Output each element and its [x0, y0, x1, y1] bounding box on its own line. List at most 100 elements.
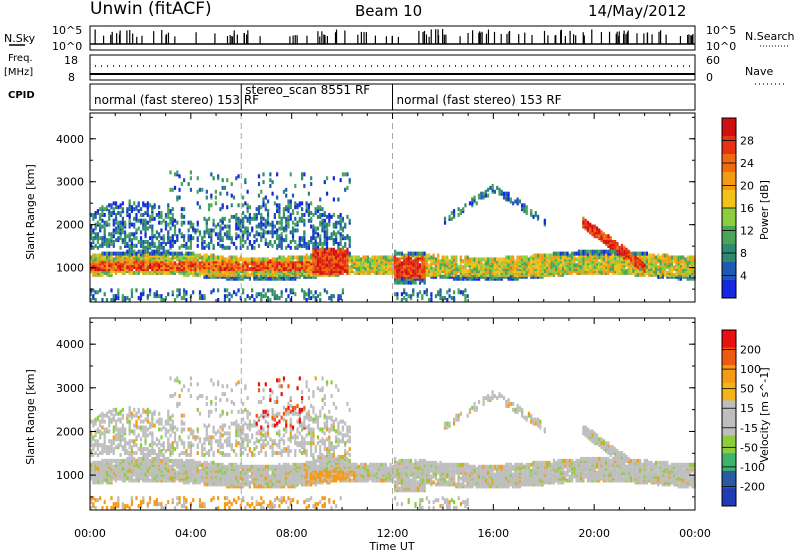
heatmap-cell: [256, 213, 258, 217]
heatmap-cell: [154, 441, 156, 445]
heatmap-cell: [106, 449, 108, 453]
heatmap-cell: [324, 180, 326, 184]
heatmap-cell: [299, 275, 301, 279]
heatmap-cell: [315, 211, 317, 215]
heatmap-cell: [650, 271, 652, 275]
heatmap-cell: [526, 271, 528, 275]
heatmap-cell: [163, 250, 165, 254]
heatmap-cell: [301, 201, 303, 205]
heatmap-cell: [104, 221, 106, 225]
heatmap-cell: [610, 236, 612, 240]
heatmap-cell: [324, 225, 326, 229]
heatmap-cell: [149, 449, 151, 453]
heatmap-cell: [294, 261, 296, 265]
heatmap-cell: [101, 506, 103, 510]
heatmap-cell: [378, 271, 380, 275]
heatmap-cell: [228, 246, 230, 250]
heatmap-cell: [414, 261, 416, 265]
heatmap-cell: [244, 298, 246, 302]
heatmap-cell: [587, 271, 589, 275]
heatmap-cell: [110, 449, 112, 453]
heatmap-cell: [294, 223, 296, 227]
heatmap-cell: [131, 223, 133, 227]
heatmap-cell: [228, 298, 230, 302]
heatmap-cell: [113, 244, 115, 248]
heatmap-cell: [160, 242, 162, 246]
heatmap-cell: [108, 203, 110, 207]
heatmap-cell: [208, 246, 210, 250]
heatmap-cell: [106, 459, 108, 463]
heatmap-cell: [163, 219, 165, 223]
heatmap-cell: [237, 203, 239, 207]
heatmap-cell: [303, 172, 305, 176]
heatmap-cell: [165, 263, 167, 267]
heatmap-cell: [319, 248, 321, 252]
heatmap-cell: [183, 178, 185, 182]
heatmap-cell: [131, 416, 133, 420]
heatmap-cell: [183, 254, 185, 258]
heatmap-cell: [213, 223, 215, 227]
heatmap-cell: [605, 254, 607, 258]
heatmap-cell: [591, 250, 593, 254]
heatmap-cell: [140, 236, 142, 240]
heatmap-cell: [247, 294, 249, 298]
heatmap-cell: [122, 427, 124, 431]
heatmap-cell: [210, 238, 212, 242]
heatmap-cell: [99, 217, 101, 221]
heatmap-cell: [149, 459, 151, 463]
heatmap-cell: [122, 459, 124, 463]
heatmap-cell: [97, 240, 99, 244]
heatmap-cell: [321, 225, 323, 229]
heatmap-cell: [678, 265, 680, 269]
heatmap-cell: [346, 186, 348, 190]
heatmap-cell: [625, 261, 627, 265]
heatmap-cell: [464, 269, 466, 273]
heatmap-cell: [172, 207, 174, 211]
heatmap-cell: [133, 244, 135, 248]
heatmap-cell: [453, 213, 455, 217]
heatmap-cell: [165, 271, 167, 275]
heatmap-cell: [197, 176, 199, 180]
heatmap-cell: [129, 475, 131, 479]
heatmap-cell: [144, 250, 146, 254]
heatmap-cell: [99, 429, 101, 433]
heatmap-cell: [267, 242, 269, 246]
heatmap-cell: [95, 244, 97, 248]
heatmap-cell: [501, 267, 503, 271]
heatmap-cell: [330, 232, 332, 236]
heatmap-cell: [144, 203, 146, 207]
heatmap-cell: [614, 250, 616, 254]
heatmap-cell: [115, 217, 117, 221]
heatmap-cell: [657, 275, 659, 279]
heatmap-cell: [478, 257, 480, 261]
heatmap-cell: [217, 236, 219, 240]
heatmap-cell: [394, 250, 396, 254]
heatmap-cell: [308, 292, 310, 296]
heatmap-cell: [514, 277, 516, 281]
heatmap-cell: [333, 257, 335, 261]
heatmap-cell: [376, 255, 378, 259]
heatmap-cell: [285, 238, 287, 242]
heatmap-cell: [272, 292, 274, 296]
heatmap-cell: [460, 209, 462, 213]
heatmap-cell: [317, 255, 319, 259]
heatmap-cell: [92, 435, 94, 439]
heatmap-cell: [324, 248, 326, 252]
heatmap-cell: [117, 288, 119, 292]
heatmap-cell: [342, 217, 344, 221]
heatmap-cell: [673, 255, 675, 259]
heatmap-cell: [292, 269, 294, 273]
heatmap-cell: [99, 443, 101, 447]
heatmap-cell: [122, 207, 124, 211]
heatmap-cell: [172, 234, 174, 238]
heatmap-cell: [181, 252, 183, 256]
heatmap-cell: [535, 254, 537, 258]
heatmap-cell: [113, 201, 115, 205]
heatmap-cell: [167, 215, 169, 219]
heatmap-cell: [503, 192, 505, 196]
heatmap-cell: [444, 271, 446, 275]
heatmap-cell: [247, 209, 249, 213]
heatmap-cell: [174, 186, 176, 190]
heatmap-cell: [272, 234, 274, 238]
heatmap-cell: [244, 240, 246, 244]
